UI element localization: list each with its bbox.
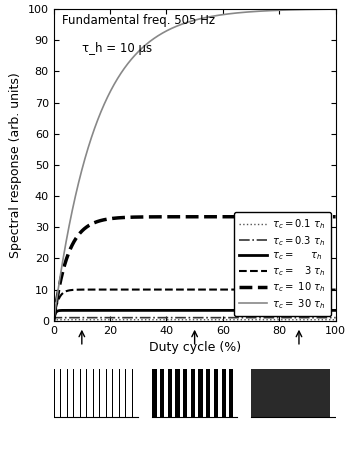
Bar [251,369,330,417]
Bar [67,369,68,417]
Bar [168,369,172,417]
Bar [112,369,113,417]
Bar [106,369,107,417]
Bar [229,369,234,417]
Bar [214,369,218,417]
Bar [60,369,61,417]
Bar [199,369,203,417]
Bar [99,369,100,417]
Bar [86,369,87,417]
Bar [152,369,156,417]
Bar [73,369,74,417]
Bar [80,369,81,417]
Bar [160,369,164,417]
Bar [125,369,126,417]
Bar [183,369,187,417]
Bar [119,369,120,417]
Bar [221,369,226,417]
Bar [206,369,210,417]
Bar [132,369,133,417]
Bar [93,369,94,417]
Y-axis label: Spectral response (arb. units): Spectral response (arb. units) [9,72,22,258]
Legend: $\tau_c = 0.1\ \tau_h$, $\tau_c = 0.3\ \tau_h$, $\tau_c =\ \ \ \ \  \tau_h$, $\t: $\tau_c = 0.1\ \tau_h$, $\tau_c = 0.3\ \… [234,212,331,316]
X-axis label: Duty cycle (%): Duty cycle (%) [148,341,241,354]
Bar [54,369,55,417]
Text: Fundamental freq. 505 Hz: Fundamental freq. 505 Hz [62,14,215,27]
Bar [191,369,195,417]
Text: τ_h = 10 μs: τ_h = 10 μs [82,42,152,55]
Bar [175,369,180,417]
